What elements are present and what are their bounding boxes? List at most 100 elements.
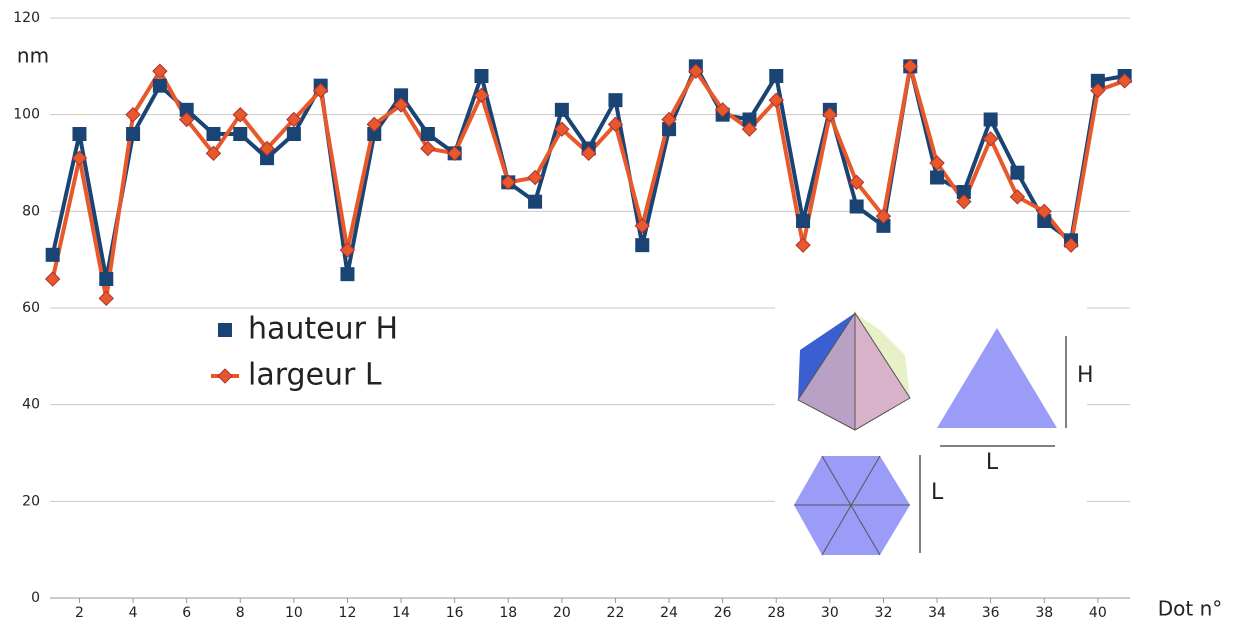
marker — [1116, 73, 1133, 89]
x-tick-label: 12 — [339, 605, 357, 621]
x-tick-label: 6 — [182, 605, 191, 621]
marker — [206, 127, 221, 141]
x-tick-label: 18 — [499, 605, 517, 621]
marker — [956, 185, 971, 199]
base-label: L — [986, 450, 999, 475]
marker — [367, 127, 382, 141]
marker — [99, 272, 114, 286]
marker — [45, 247, 60, 262]
marker — [232, 106, 248, 123]
marker — [848, 174, 865, 191]
x-tick-label: 40 — [1089, 605, 1107, 621]
hexagon-lines — [794, 455, 910, 556]
marker — [259, 140, 275, 157]
x-tick-label: 26 — [714, 605, 732, 621]
marker — [125, 106, 141, 123]
y-tick-label: 20 — [22, 493, 40, 509]
marker — [500, 174, 516, 191]
y-tick-label: 80 — [22, 203, 40, 219]
x-tick-label: 30 — [821, 605, 839, 621]
marker — [929, 155, 945, 171]
marker — [714, 102, 731, 118]
marker — [875, 208, 892, 224]
marker — [876, 218, 891, 233]
marker — [152, 63, 168, 79]
x-tick-label: 16 — [446, 605, 464, 621]
x-tick-label: 36 — [982, 605, 1000, 621]
marker — [608, 93, 623, 108]
marker — [635, 238, 650, 253]
marker — [286, 111, 302, 128]
marker — [983, 112, 998, 127]
marker — [741, 121, 758, 137]
marker — [98, 290, 114, 307]
marker — [1036, 203, 1052, 220]
marker — [662, 122, 677, 137]
marker — [217, 368, 233, 384]
inset-diagram: H L L — [794, 311, 1094, 556]
legend-label: hauteur H — [248, 312, 398, 347]
height-label: H — [1077, 363, 1094, 388]
plot — [44, 58, 1133, 307]
marker — [607, 116, 624, 133]
series-line — [50, 64, 1125, 281]
marker — [1090, 73, 1105, 88]
marker — [1009, 189, 1026, 205]
marker — [179, 102, 194, 117]
pyramid-edges — [797, 311, 911, 431]
x-tick-label: 28 — [767, 605, 785, 621]
marker — [527, 169, 543, 186]
x-tick-label: 34 — [928, 605, 946, 621]
marker — [661, 111, 677, 128]
legend: hauteur H largeur L — [211, 312, 398, 393]
marker — [218, 323, 232, 337]
marker — [688, 63, 704, 79]
marker — [126, 127, 141, 141]
y-tick-label: 60 — [22, 300, 40, 316]
x-tick-label: 24 — [660, 605, 678, 621]
hexagon-label: L — [931, 480, 944, 505]
marker — [930, 170, 945, 185]
marker — [178, 111, 195, 128]
marker — [1090, 82, 1106, 99]
marker — [554, 102, 569, 117]
marker — [152, 78, 167, 93]
y-tick-label: 100 — [13, 107, 40, 123]
x-tick-label: 10 — [285, 605, 303, 621]
x-tick-label: 14 — [392, 605, 410, 621]
marker — [742, 112, 757, 127]
y-tick-label: 40 — [22, 397, 40, 413]
marker — [366, 116, 382, 133]
marker — [902, 58, 918, 75]
series-line — [50, 64, 1126, 301]
marker — [796, 214, 811, 228]
x-tick-label: 22 — [607, 605, 625, 621]
marker — [580, 145, 597, 162]
marker — [420, 140, 436, 157]
x-tick-label: 38 — [1035, 605, 1053, 621]
marker — [956, 193, 972, 210]
marker — [44, 271, 61, 287]
marker — [528, 194, 543, 209]
marker — [982, 131, 999, 147]
y-tick-label: 0 — [31, 590, 40, 606]
x-axis-label: Dot n° — [1158, 597, 1223, 621]
marker — [634, 218, 650, 234]
marker — [339, 242, 356, 258]
marker — [822, 106, 838, 123]
marker — [1063, 237, 1079, 253]
marker — [205, 145, 222, 162]
marker — [312, 82, 329, 99]
marker — [286, 127, 301, 141]
marker — [554, 121, 570, 137]
x-tick-label: 8 — [236, 605, 245, 621]
marker — [260, 151, 275, 166]
y-axis-label: nm — [17, 44, 49, 68]
marker — [795, 237, 811, 253]
marker — [446, 145, 463, 162]
x-tick-label: 4 — [129, 605, 138, 621]
marker — [1037, 214, 1052, 228]
x-tick-label: 20 — [553, 605, 571, 621]
marker — [420, 127, 435, 141]
